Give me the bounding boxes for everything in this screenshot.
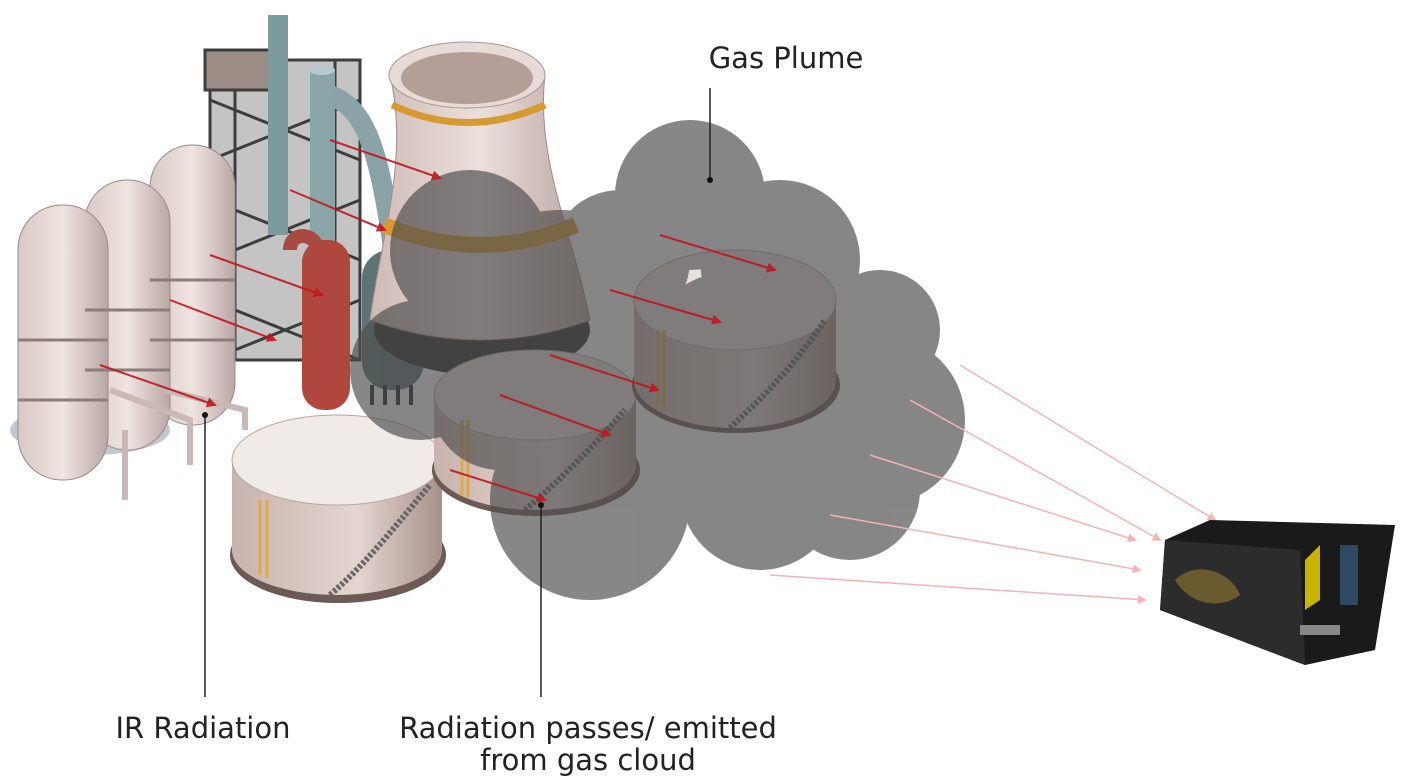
gas-plume-label: Gas Plume [709,41,864,75]
ir-camera [1160,520,1395,665]
tank [230,415,446,603]
radiation-passes-label: from gas cloud [480,743,696,776]
radiation-passes-label: Radiation passes/ emitted [399,711,777,745]
pressure-vessels [10,145,245,500]
ir-radiation-label: IR Radiation [116,711,291,745]
diagram: Gas Plume IR Radiation Radiation passes/… [0,0,1403,776]
gas-plume [350,120,965,600]
page: Gas Plume IR Radiation Radiation passes/… [0,0,1403,776]
